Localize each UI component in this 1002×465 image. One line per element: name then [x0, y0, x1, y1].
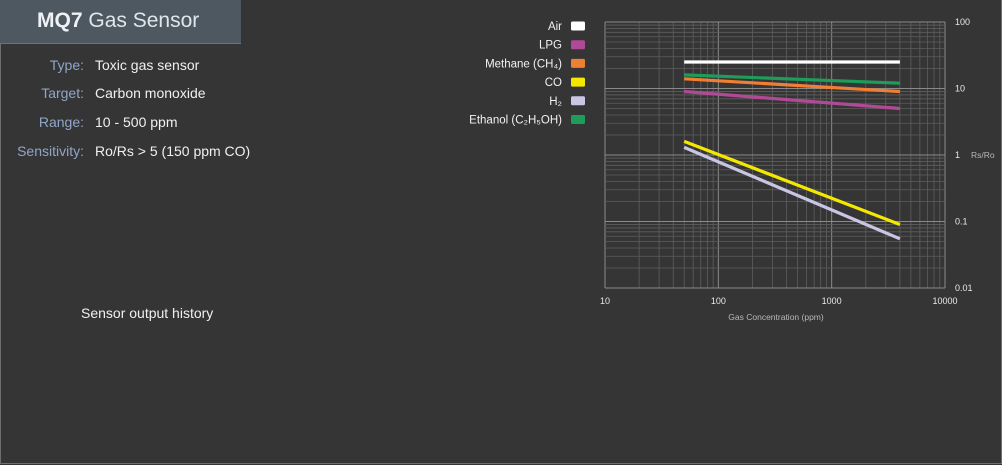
series-line: [683, 139, 901, 226]
spec-label: Range:: [38, 114, 84, 130]
spec-value: 10 - 500 ppm: [95, 114, 178, 130]
legend-swatch: [571, 77, 585, 87]
legend-label: Methane (CH₄): [485, 58, 562, 70]
title-bar: MQ7 Gas Sensor: [0, 0, 241, 44]
chart-grid: [604, 21, 946, 289]
spec-row-target: Target: Carbon monoxide: [0, 83, 300, 103]
spec-row-range: Range: 10 - 500 ppm: [0, 112, 300, 132]
x-tick-label: 10000: [932, 296, 957, 306]
chart-legend: Air LPG Methane (CH₄) CO H₂ Ethanol (C₂H₅OH): [469, 21, 585, 127]
legend-label: LPG: [539, 40, 562, 52]
spec-row-type: Type: Toxic gas sensor: [0, 55, 300, 75]
spec-row-sensitivity: Sensitivity: Ro/Rs > 5 (150 ppm CO): [0, 141, 300, 161]
page-title: MQ7 Gas Sensor: [37, 8, 199, 34]
spec-label: Type:: [49, 57, 84, 73]
x-axis-title: Gas Concentration (ppm): [728, 312, 824, 322]
y-tick-label: 0.1: [955, 217, 968, 227]
y-tick-label: 0.01: [955, 283, 973, 293]
y-tick-label: 1: [955, 150, 960, 160]
legend-swatch: [571, 96, 585, 106]
y-tick-label: 10: [955, 84, 965, 94]
history-label: Sensor output history: [81, 305, 214, 321]
sensor-model: MQ7: [37, 9, 83, 32]
series-line: [683, 145, 901, 241]
y-tick-label: 100: [955, 17, 970, 27]
spec-value: Ro/Rs > 5 (150 ppm CO): [95, 143, 251, 159]
chart-series: [683, 60, 901, 241]
chart-ticks: 10 100 1000 10000 100 10 1 0.1 0.01: [600, 17, 973, 306]
x-tick-label: 1000: [822, 296, 842, 306]
series-line: [684, 73, 900, 85]
y-axis-title: Rs/Ro: [971, 150, 995, 160]
spec-label: Target:: [41, 85, 84, 101]
spec-label: Sensitivity:: [17, 143, 84, 159]
series-line: [684, 77, 900, 94]
series-line: [684, 89, 901, 111]
legend-label: Ethanol (C₂H₅OH): [469, 115, 562, 127]
legend-swatch: [571, 115, 585, 124]
legend-label: Air: [548, 21, 562, 33]
legend-swatch: [571, 58, 585, 68]
legend-label: H₂: [549, 96, 562, 108]
x-tick-label: 10: [600, 296, 610, 306]
legend-label: CO: [545, 77, 562, 89]
spec-value: Carbon monoxide: [95, 85, 206, 101]
legend-swatch: [571, 40, 585, 50]
sensor-kind: Gas Sensor: [88, 9, 200, 32]
x-tick-label: 100: [711, 296, 726, 306]
legend-swatch: [571, 21, 585, 31]
spec-value: Toxic gas sensor: [95, 57, 200, 73]
